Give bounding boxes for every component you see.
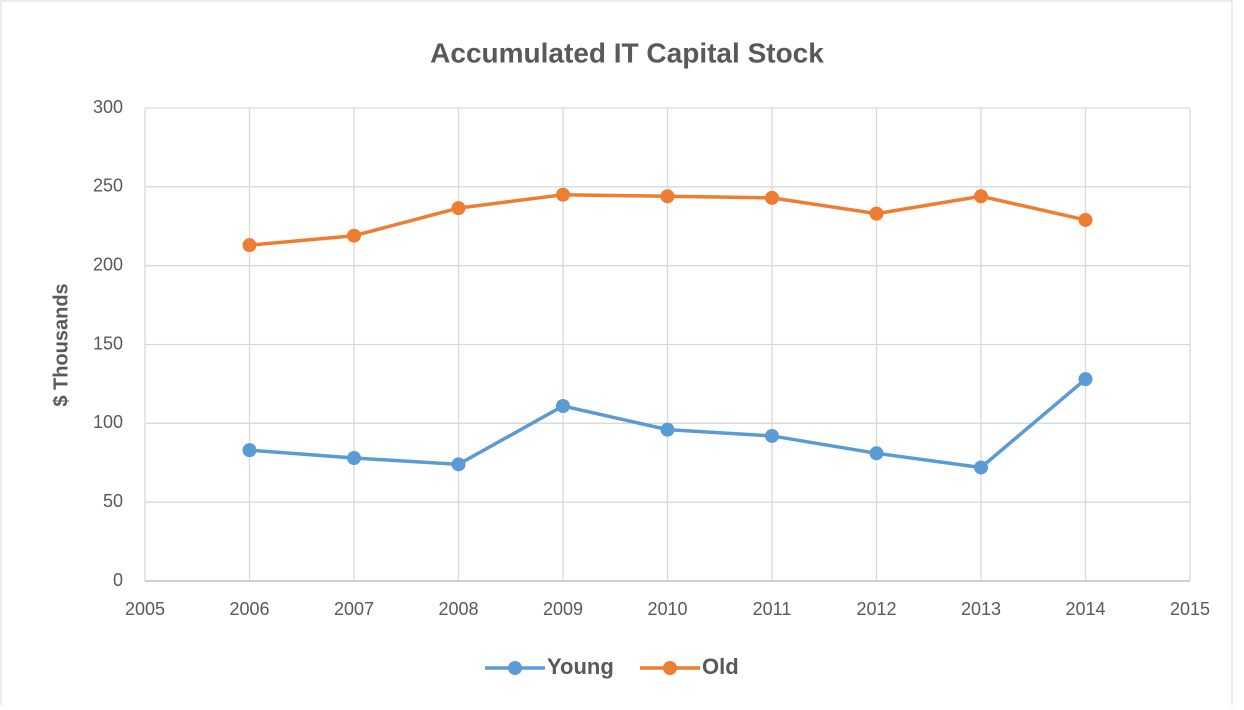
x-tick-label: 2008: [438, 599, 478, 619]
x-tick-label: 2006: [229, 599, 269, 619]
legend-label: Old: [702, 654, 739, 679]
x-tick-label: 2014: [1065, 599, 1105, 619]
y-tick-label: 0: [113, 570, 123, 590]
legend-label: Young: [547, 654, 614, 679]
data-point: [556, 187, 570, 202]
x-tick-label: 2010: [647, 599, 687, 619]
data-point: [451, 457, 466, 472]
y-tick-label: 250: [93, 176, 123, 196]
legend-marker: [663, 661, 677, 675]
y-tick-label: 100: [93, 412, 123, 432]
data-point: [869, 446, 884, 461]
y-tick-label: 50: [103, 491, 123, 511]
chart-title: Accumulated IT Capital Stock: [430, 37, 824, 68]
x-tick-label: 2015: [1170, 599, 1210, 619]
legend-marker: [508, 661, 522, 675]
data-point: [242, 443, 257, 458]
data-point: [1078, 212, 1093, 227]
data-point: [974, 460, 988, 475]
data-point: [242, 238, 257, 253]
data-point: [1078, 372, 1093, 387]
data-point: [556, 398, 570, 413]
y-tick-label: 200: [93, 254, 123, 274]
data-point: [347, 228, 361, 243]
data-point: [869, 206, 884, 221]
x-tick-label: 2012: [856, 599, 896, 619]
data-point: [660, 422, 675, 437]
x-tick-label: 2005: [125, 599, 165, 619]
x-tick-label: 2007: [334, 599, 374, 619]
y-tick-label: 300: [93, 97, 123, 117]
x-tick-label: 2013: [961, 599, 1001, 619]
data-point: [451, 201, 466, 216]
y-axis-label: $ Thousands: [50, 283, 72, 406]
data-point: [347, 451, 361, 466]
data-point: [765, 190, 779, 205]
x-tick-label: 2009: [543, 599, 583, 619]
y-tick-label: 150: [93, 333, 123, 353]
data-point: [765, 428, 779, 443]
data-point: [660, 189, 675, 204]
x-tick-label: 2011: [753, 599, 792, 619]
data-point: [974, 189, 988, 204]
